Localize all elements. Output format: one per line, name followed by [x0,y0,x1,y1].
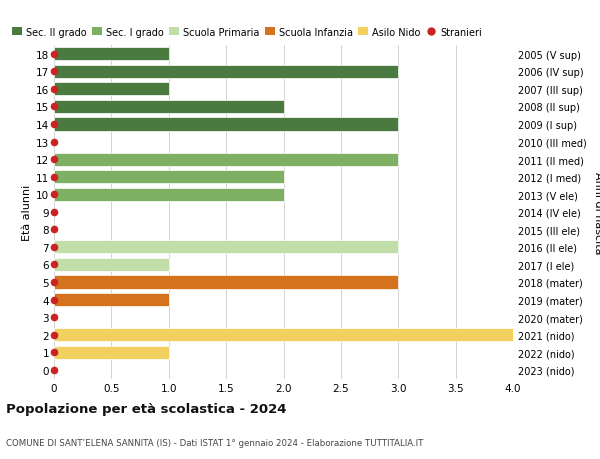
Bar [54,188,284,202]
Point [49,349,59,356]
Bar [54,241,398,254]
Point [49,139,59,146]
Point [49,121,59,129]
Bar [54,101,284,114]
Bar [54,83,169,96]
Text: Popolazione per età scolastica - 2024: Popolazione per età scolastica - 2024 [6,403,287,415]
Bar [54,171,284,184]
Point [49,261,59,269]
Bar [54,258,169,271]
Point [49,104,59,111]
Point [49,331,59,339]
Point [49,244,59,251]
Point [49,156,59,163]
Point [49,366,59,374]
Point [49,51,59,58]
Bar [54,346,169,359]
Bar [54,153,398,166]
Bar [54,328,513,341]
Text: COMUNE DI SANT’ELENA SANNITA (IS) - Dati ISTAT 1° gennaio 2024 - Elaborazione TU: COMUNE DI SANT’ELENA SANNITA (IS) - Dati… [6,438,424,448]
Bar [54,276,398,289]
Point [49,313,59,321]
Y-axis label: Anni di nascita: Anni di nascita [593,171,600,253]
Bar [54,48,169,61]
Point [49,174,59,181]
Point [49,208,59,216]
Bar [54,66,398,79]
Point [49,191,59,198]
Y-axis label: Età alunni: Età alunni [22,184,32,241]
Legend: Sec. II grado, Sec. I grado, Scuola Primaria, Scuola Infanzia, Asilo Nido, Stran: Sec. II grado, Sec. I grado, Scuola Prim… [12,28,482,38]
Point [49,226,59,234]
Point [49,279,59,286]
Bar [54,293,169,307]
Bar [54,118,398,131]
Point [49,68,59,76]
Point [49,86,59,93]
Point [49,296,59,303]
